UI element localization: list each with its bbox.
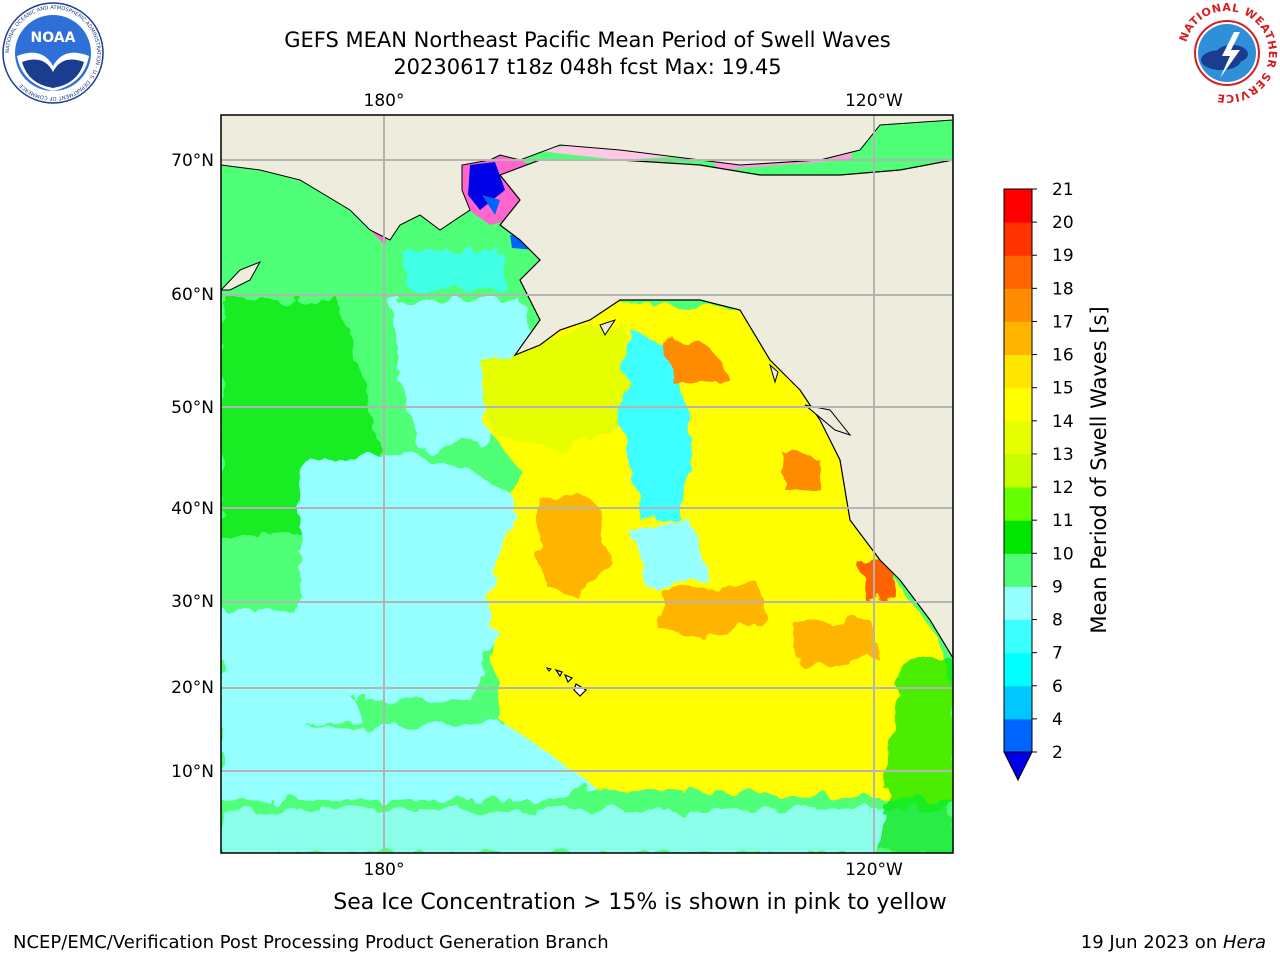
colorbar-tick-label: 11 (1052, 511, 1074, 531)
colorbar-tick-label: 8 (1052, 611, 1063, 631)
colorbar-swatch (1004, 453, 1032, 488)
colorbar-swatch (1004, 652, 1032, 687)
colorbar: 2 4 6 7 8 9 10 11 12 13 14 15 16 17 18 19 20 21 (1003, 180, 1074, 782)
lat-label-30n: 30°N (171, 592, 214, 612)
colorbar-swatch (1004, 420, 1032, 455)
colorbar-tick-label: 19 (1052, 246, 1074, 266)
colorbar-tick-label: 10 (1052, 544, 1074, 564)
footer-date: 19 Jun 2023 on Hera (1081, 932, 1266, 953)
colorbar-swatch (1004, 387, 1032, 422)
colorbar-swatch (1004, 520, 1032, 554)
colorbar-frame (1003, 188, 1033, 753)
colorbar-swatch (1004, 487, 1032, 521)
colorbar-tick-label: 7 (1052, 644, 1063, 664)
colorbar-swatch (1004, 255, 1032, 289)
colorbar-swatch (1004, 288, 1032, 322)
colorbar-swatch (1004, 354, 1032, 389)
noaa-logo: NATIONAL OCEANIC AND ATMOSPHERIC ADMINIS… (2, 2, 104, 104)
colorbar-tick-label: 21 (1052, 180, 1074, 200)
lon-label-bottom-180: 180° (364, 860, 405, 880)
map-area (221, 115, 953, 853)
chart-title: GEFS MEAN Northeast Pacific Mean Period … (284, 28, 891, 52)
colorbar-tick-label: 4 (1052, 710, 1063, 730)
lat-label-70n: 70°N (171, 151, 214, 171)
colorbar-tick-label: 13 (1052, 445, 1074, 465)
colorbar-swatch (1004, 619, 1032, 654)
landmass (221, 115, 953, 697)
colorbar-tick-label: 14 (1052, 412, 1074, 432)
colorbar-tick-label: 15 (1052, 379, 1074, 399)
sea-ice-note: Sea Ice Concentration > 15% is shown in … (333, 890, 947, 915)
colorbar-extend-triangle (1003, 751, 1033, 782)
lat-label-20n: 20°N (171, 678, 214, 698)
footer-date-text: 19 Jun 2023 on (1080, 932, 1223, 953)
colorbar-tick-label: 17 (1052, 312, 1074, 332)
graticule (221, 115, 953, 853)
colorbar-swatch (1004, 685, 1032, 720)
colorbar-swatch (1004, 553, 1032, 587)
colorbar-tick-label: 12 (1052, 478, 1074, 498)
noaa-logo-text: NOAA (31, 30, 76, 46)
colorbar-tick-label: 9 (1052, 577, 1063, 597)
colorbar-tick-label: 18 (1052, 279, 1074, 299)
colorbar-swatch (1004, 586, 1032, 621)
colorbar-tick-label: 6 (1052, 677, 1063, 697)
footer-credit: NCEP/EMC/Verification Post Processing Pr… (13, 932, 609, 953)
colorbar-tick-label: 16 (1052, 346, 1074, 366)
colorbar-swatch (1004, 222, 1032, 256)
chart-subtitle: 20230617 t18z 048h fcst Max: 19.45 (393, 55, 782, 79)
colorbar-swatch (1004, 321, 1032, 356)
lat-label-40n: 40°N (171, 499, 214, 519)
nws-logo: NATIONAL WEATHER SERVICE (1177, 2, 1278, 104)
lon-label-top-120w: 120°W (845, 91, 903, 111)
colorbar-swatch (1004, 718, 1032, 753)
lat-label-10n: 10°N (171, 762, 214, 782)
lon-label-bottom-120w: 120°W (845, 860, 903, 880)
lon-label-top-180: 180° (364, 91, 405, 111)
lat-label-60n: 60°N (171, 285, 214, 305)
footer-host: Hera (1222, 932, 1266, 953)
colorbar-tick-label: 20 (1052, 213, 1074, 233)
colorbar-swatch (1004, 189, 1032, 223)
map-frame (220, 114, 954, 854)
colorbar-label: Mean Period of Swell Waves [s] (1087, 306, 1111, 633)
colorbar-tick-label: 2 (1052, 743, 1063, 763)
lat-label-50n: 50°N (171, 398, 214, 418)
